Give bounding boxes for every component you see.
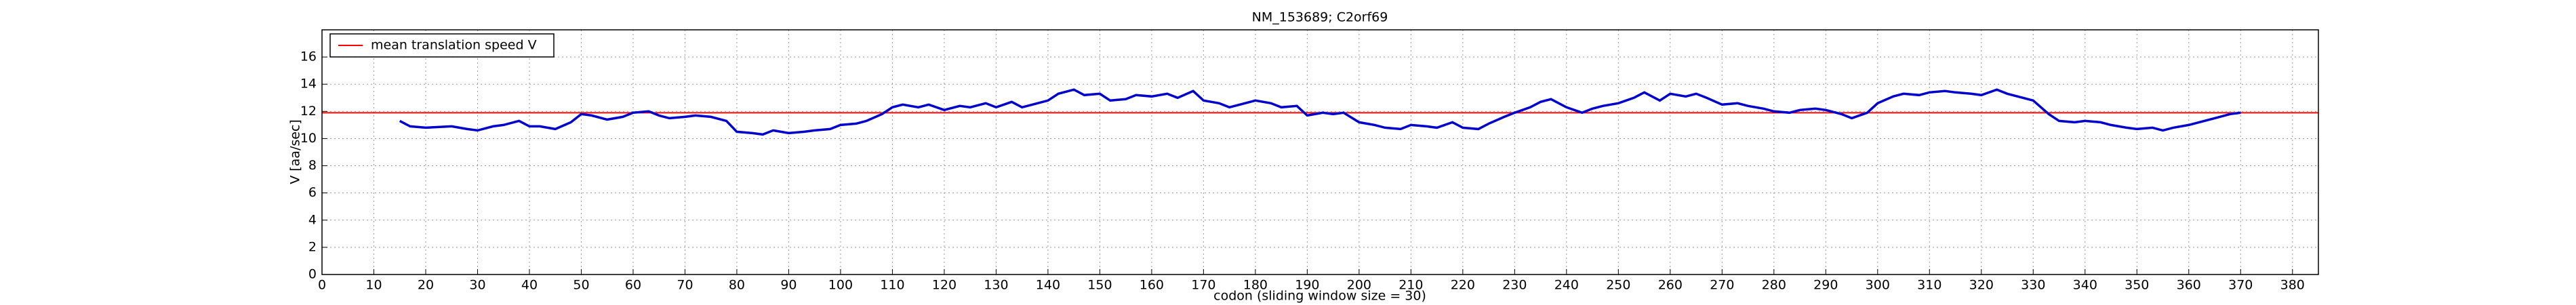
- x-tick-label: 140: [1036, 278, 1060, 293]
- x-tick-label: 260: [1658, 278, 1683, 293]
- x-tick-label: 280: [1762, 278, 1786, 293]
- y-tick-label: 0: [308, 267, 317, 282]
- chart-title: NM_153689; C2orf69: [1252, 10, 1388, 25]
- x-tick-label: 90: [780, 278, 797, 293]
- x-tick-label: 200: [1347, 278, 1371, 293]
- y-axis-label: V [aa/sec]: [288, 119, 303, 184]
- y-tick-label: 14: [300, 77, 317, 92]
- data-line: [399, 88, 2241, 136]
- x-tick-label: 220: [1451, 278, 1475, 293]
- x-tick-label: 290: [1813, 278, 1838, 293]
- plot-frame: [321, 29, 2319, 275]
- x-tick-label: 190: [1295, 278, 1319, 293]
- legend-label: mean translation speed V: [371, 38, 537, 53]
- x-tick-label: 60: [625, 278, 641, 293]
- x-tick-label: 70: [677, 278, 693, 293]
- x-tick-label: 150: [1087, 278, 1112, 293]
- y-tick-label: 10: [300, 131, 317, 146]
- x-tick-label: 320: [1969, 278, 1994, 293]
- x-tick-label: 350: [2125, 278, 2149, 293]
- x-tick-label: 250: [1606, 278, 1630, 293]
- x-tick-label: 380: [2280, 278, 2305, 293]
- y-tick-label: 4: [308, 212, 317, 227]
- x-tick-label: 30: [469, 278, 485, 293]
- x-tick-label: 10: [365, 278, 382, 293]
- x-tick-label: 270: [1710, 278, 1734, 293]
- x-tick-label: 340: [2073, 278, 2097, 293]
- x-tick-label: 110: [880, 278, 904, 293]
- y-tick-label: 2: [308, 239, 317, 254]
- x-tick-label: 100: [828, 278, 853, 293]
- x-tick-label: 50: [573, 278, 589, 293]
- x-tick-label: 210: [1398, 278, 1423, 293]
- x-tick-label: 230: [1502, 278, 1527, 293]
- x-tick-label: 240: [1554, 278, 1579, 293]
- x-tick-label: 160: [1140, 278, 1164, 293]
- x-axis-label: codon (sliding window size = 30): [1213, 289, 1426, 304]
- x-tick-label: 180: [1243, 278, 1268, 293]
- legend-box: [329, 33, 555, 58]
- x-tick-label: 80: [729, 278, 745, 293]
- x-tick-label: 170: [1191, 278, 1215, 293]
- x-tick-label: 130: [984, 278, 1008, 293]
- x-tick-label: 120: [932, 278, 957, 293]
- x-tick-label: 360: [2177, 278, 2201, 293]
- y-tick-label: 12: [300, 104, 317, 119]
- y-tick-label: 8: [308, 158, 317, 173]
- x-tick-label: 20: [418, 278, 434, 293]
- x-tick-label: 40: [521, 278, 538, 293]
- x-tick-label: 370: [2228, 278, 2253, 293]
- x-tick-label: 310: [1917, 278, 1941, 293]
- y-tick-label: 6: [308, 185, 317, 200]
- x-tick-label: 330: [2021, 278, 2045, 293]
- y-tick-label: 16: [300, 49, 317, 64]
- x-tick-label: 300: [1866, 278, 1890, 293]
- x-tick-label: 0: [318, 278, 326, 293]
